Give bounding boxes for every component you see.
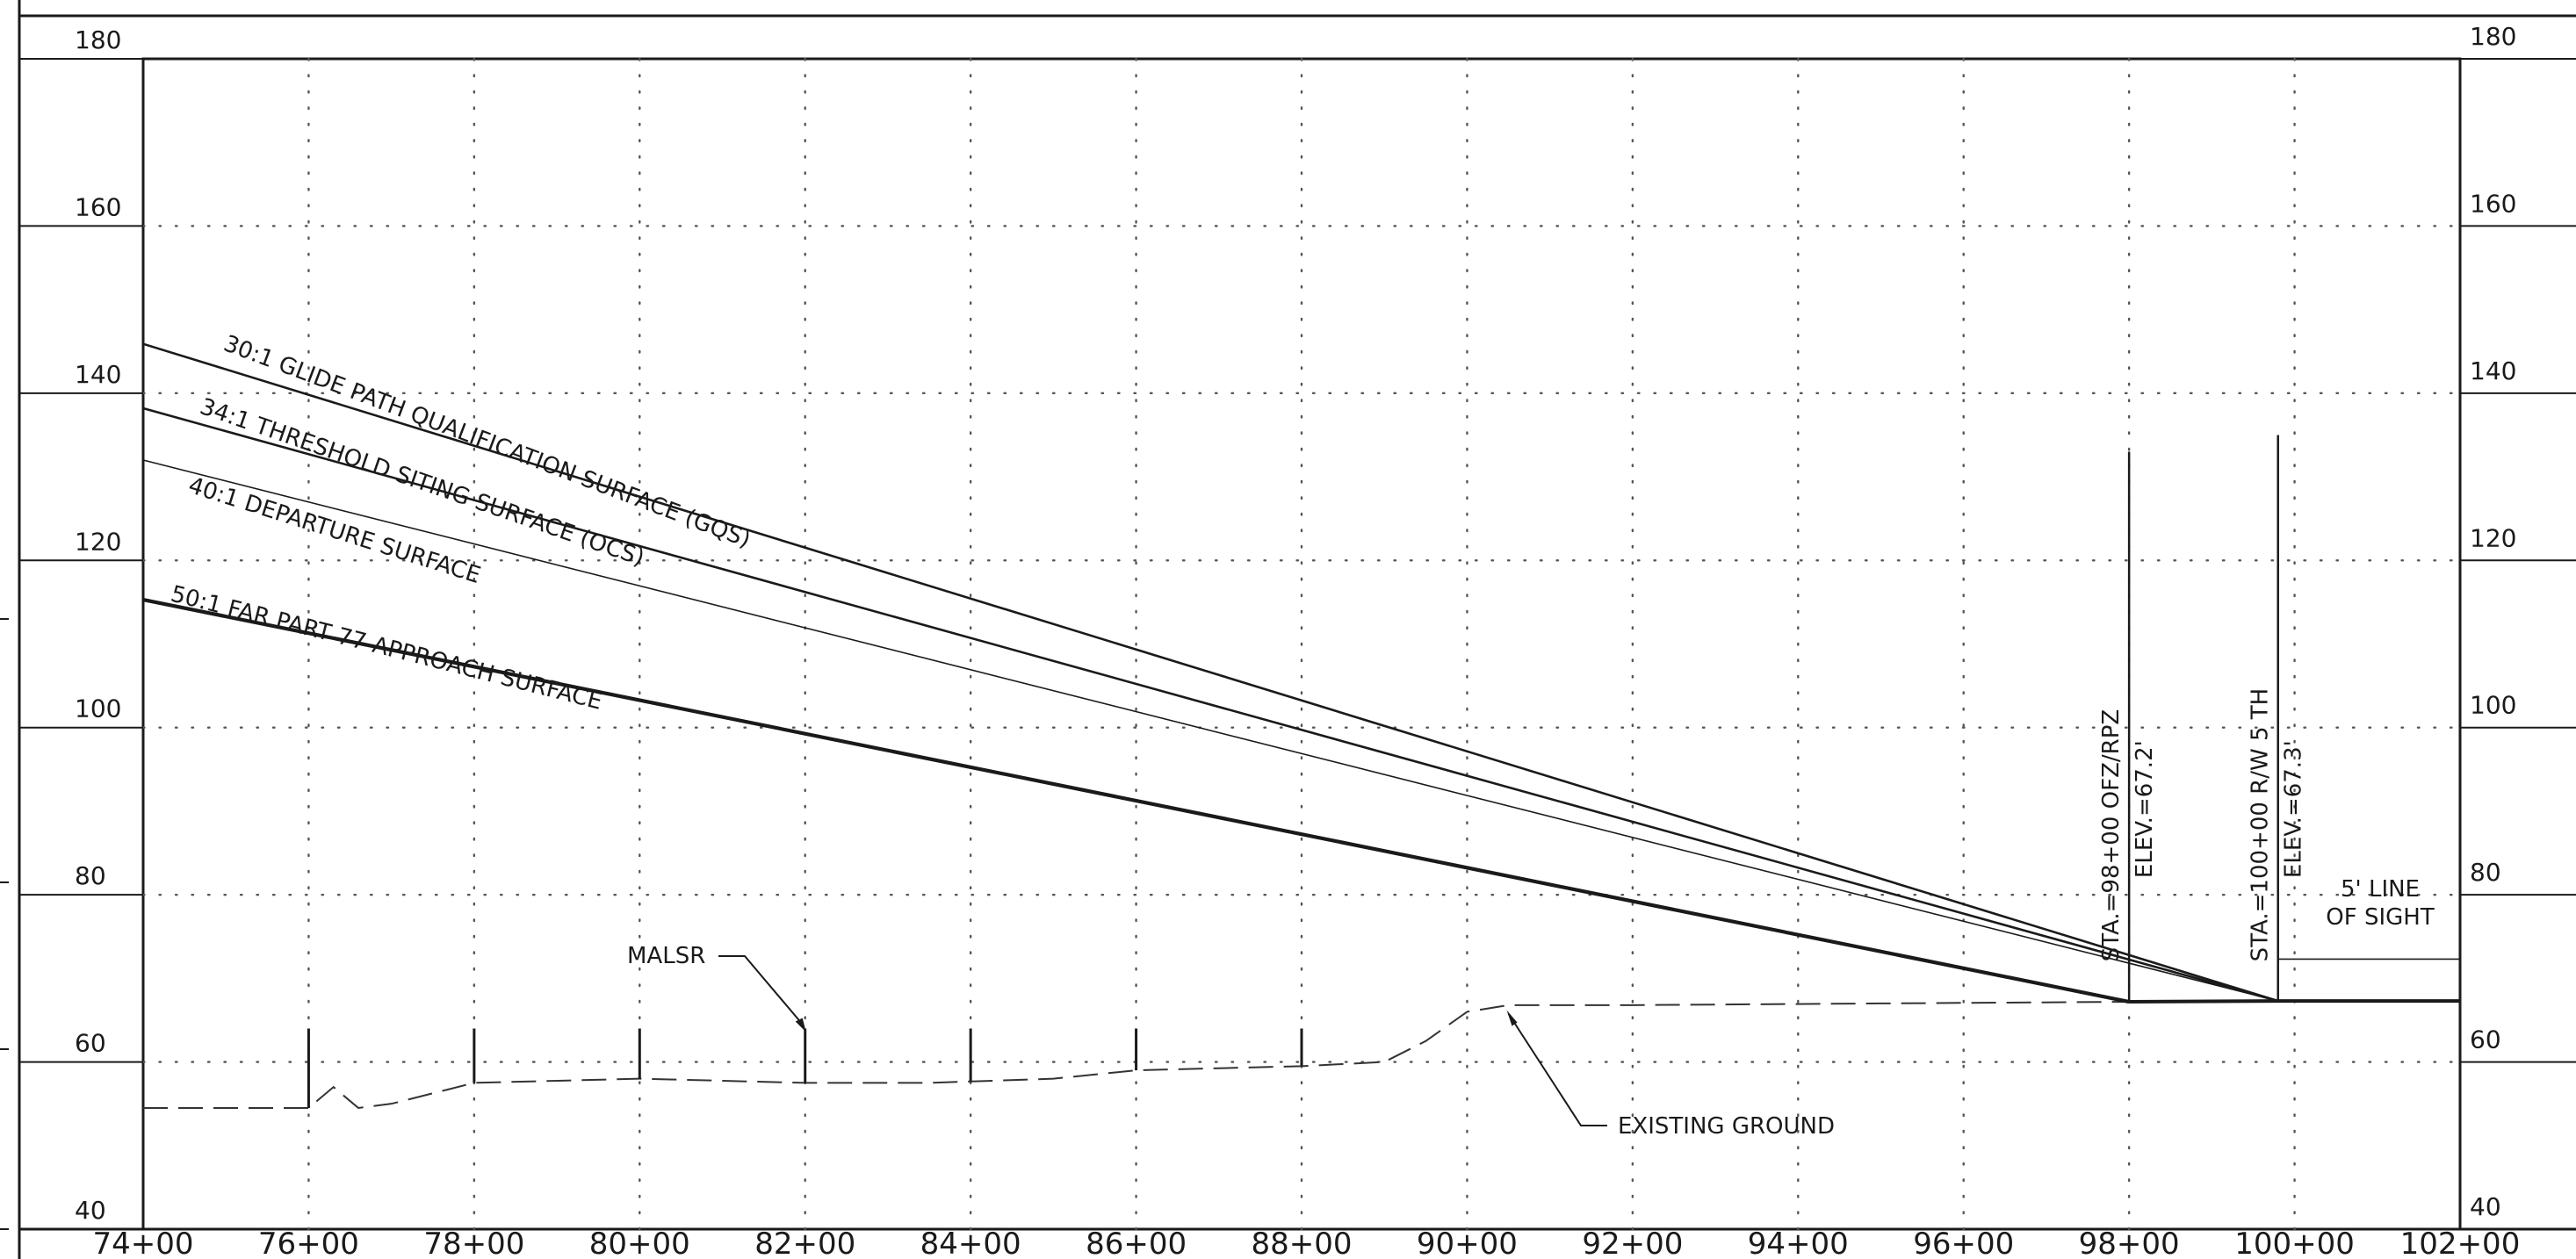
surface-line — [142, 459, 2278, 1002]
runway-profile-line — [2129, 999, 2460, 1004]
y-tick-label-left: 40 — [75, 1196, 106, 1225]
existing-ground-line — [143, 1001, 2130, 1109]
x-tick-label: 94+00 — [1748, 1227, 1849, 1259]
y-tick-label-right: 120 — [2470, 523, 2516, 552]
y-tick-label-right: 160 — [2470, 189, 2516, 218]
x-tick-label: 100+00 — [2234, 1227, 2355, 1259]
elevation-axis: 180 160 140 120 100 80 60 40 180 160 140 120 100 80 60… — [19, 22, 2576, 1230]
y-tick-label-right: 40 — [2470, 1192, 2501, 1221]
ground-arrowhead — [1506, 1010, 1518, 1026]
y-tick-label-right: 60 — [2470, 1025, 2501, 1054]
y-tick-label-left: 160 — [75, 192, 121, 221]
station-axis: 74+00 76+00 78+00 80+00 82+00 84+00 86+00 88+00… — [92, 1227, 2520, 1259]
x-tick-label: 98+00 — [2079, 1227, 2180, 1259]
y-tick-label-left: 60 — [75, 1029, 106, 1058]
surface-line — [142, 406, 2279, 1003]
station-markers: STA.=98+00 OFZ/RPZ ELEV.=67.2' STA.=100+00… — [2098, 435, 2307, 1002]
x-tick-label: 78+00 — [423, 1227, 524, 1259]
y-tick-label-left: 140 — [75, 360, 121, 389]
x-tick-label: 82+00 — [754, 1227, 855, 1259]
malsr-label: MALSR — [627, 943, 705, 969]
surface-line — [142, 597, 2130, 1004]
y-tick-label-left: 180 — [75, 25, 121, 54]
station-marker-elevation: ELEV.=67.3' — [2281, 740, 2307, 878]
malsr-lights — [307, 1028, 1303, 1108]
x-tick-label: 102+00 — [2400, 1227, 2521, 1259]
x-tick-label: 90+00 — [1417, 1227, 1518, 1259]
surface-label: 50:1 FAR PART 77 APPROACH SURFACE — [168, 581, 604, 716]
station-marker-label: STA.=98+00 OFZ/RPZ — [2098, 709, 2125, 962]
station-marker-elevation: ELEV.=67.2' — [2132, 740, 2158, 878]
surface-line — [142, 342, 2279, 1003]
malsr-leader — [718, 955, 803, 1025]
line-of-sight-label-2: OF SIGHT — [2326, 904, 2435, 931]
y-tick-label-right: 100 — [2470, 691, 2516, 720]
existing-ground-label: EXISTING GROUND — [1618, 1113, 1835, 1140]
x-tick-label: 86+00 — [1086, 1227, 1187, 1259]
existing-ground — [143, 1001, 2130, 1109]
x-tick-label: 76+00 — [258, 1227, 359, 1259]
y-tick-label-right: 180 — [2470, 22, 2516, 51]
y-tick-label-left: 120 — [75, 527, 121, 556]
x-tick-label: 84+00 — [920, 1227, 1021, 1259]
x-tick-label: 80+00 — [589, 1227, 690, 1259]
y-tick-label-right: 140 — [2470, 356, 2516, 385]
ground-leader — [1507, 1013, 1607, 1126]
malsr-arrowhead — [795, 1018, 806, 1032]
x-tick-label: 74+00 — [92, 1227, 193, 1259]
x-tick-label: 96+00 — [1913, 1227, 2014, 1259]
y-tick-label-right: 80 — [2470, 858, 2501, 887]
x-tick-label: 88+00 — [1251, 1227, 1352, 1259]
y-tick-label-left: 100 — [75, 694, 121, 723]
x-tick-label: 92+00 — [1582, 1227, 1683, 1259]
y-tick-label-left: 80 — [75, 861, 106, 890]
station-marker-label: STA.=100+00 R/W 5 TH — [2248, 688, 2274, 962]
line-of-sight-label-1: 5' LINE — [2341, 876, 2420, 903]
